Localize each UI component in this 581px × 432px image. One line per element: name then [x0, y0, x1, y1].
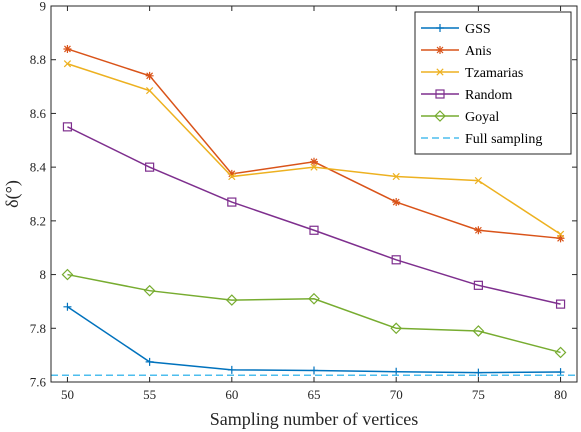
plot-area — [51, 44, 577, 377]
legend-entry: Tzamarias — [421, 66, 523, 81]
data-point — [556, 234, 565, 243]
y-tick-label: 8.6 — [30, 106, 47, 121]
x-tick-label: 60 — [225, 387, 238, 402]
x-tick-label: 65 — [308, 387, 321, 402]
series-random — [62, 122, 566, 309]
data-point — [227, 169, 236, 178]
data-point — [392, 367, 401, 376]
y-axis-label: δ(°) — [2, 180, 23, 208]
legend-marker — [434, 110, 446, 122]
y-tick-label: 7.6 — [30, 375, 47, 390]
data-point — [62, 122, 73, 132]
data-point — [390, 322, 403, 335]
legend: GSS Anis Tzamarias Random Goyal Full sampling — [414, 11, 572, 155]
data-point — [146, 86, 154, 95]
x-tick-label: 80 — [554, 387, 567, 402]
data-point — [474, 176, 482, 185]
legend-entry: Anis — [421, 44, 491, 59]
y-tick-label: 8 — [40, 267, 47, 282]
data-point — [473, 280, 483, 290]
data-point — [63, 44, 72, 53]
legend-entry: GSS — [421, 22, 491, 37]
legend-label: Random — [465, 88, 513, 103]
data-point — [63, 302, 72, 311]
data-point — [310, 163, 318, 171]
x-tick-label: 50 — [61, 387, 74, 402]
legend-label: Tzamarias — [465, 66, 523, 81]
legend-entry: Random — [421, 88, 513, 103]
data-point — [308, 292, 320, 305]
legend-entry: Full sampling — [421, 132, 542, 147]
y-tick-label: 9 — [40, 0, 47, 14]
legend-box — [414, 11, 572, 155]
data-point — [472, 325, 485, 337]
data-point — [555, 299, 566, 309]
y-tick-label: 8.2 — [30, 213, 46, 228]
y-tick-label: 7.8 — [30, 321, 46, 336]
legend-marker — [436, 24, 444, 32]
y-tick-label: 8.8 — [30, 52, 46, 67]
data-point — [63, 60, 72, 68]
legend-label: Anis — [465, 44, 491, 59]
x-tick-label: 55 — [143, 387, 156, 402]
series-line — [67, 126, 561, 305]
series-line — [67, 273, 561, 354]
data-point — [309, 225, 319, 235]
x-tick-label: 70 — [390, 387, 403, 402]
data-point — [225, 294, 238, 306]
legend-marker — [435, 89, 445, 99]
x-tick-label: 75 — [472, 387, 485, 402]
data-point — [228, 172, 236, 181]
data-point — [474, 368, 483, 377]
legend-label: GSS — [465, 22, 491, 37]
data-point — [145, 71, 154, 80]
data-point — [554, 346, 567, 359]
legend-label: Full sampling — [465, 132, 542, 147]
data-point — [143, 284, 156, 297]
legend-label: Goyal — [465, 110, 499, 125]
data-point — [145, 357, 154, 366]
data-point — [392, 198, 401, 207]
y-tick-label: 8.4 — [30, 160, 47, 175]
data-point — [227, 197, 237, 207]
legend-marker — [436, 68, 444, 76]
series-anis — [63, 44, 565, 243]
series-line — [67, 306, 561, 374]
x-axis-label: Sampling number of vertices — [210, 409, 418, 429]
data-point — [474, 226, 483, 235]
data-point — [227, 365, 236, 374]
axes: 50 55 60 65 70 75 80 7.6 7.8 8 8.2 8.4 8.6 8.8 9 — [30, 0, 578, 402]
data-point — [392, 172, 400, 181]
data-point — [556, 230, 565, 238]
data-point — [145, 162, 155, 172]
series-tzamarias — [63, 60, 565, 238]
data-point — [61, 268, 74, 281]
series-goyal — [61, 268, 567, 359]
data-point — [310, 366, 318, 375]
legend-marker — [436, 46, 444, 54]
series-gss — [63, 302, 565, 377]
data-point — [391, 255, 401, 265]
data-point — [310, 157, 318, 166]
legend-entry: Goyal — [421, 110, 499, 125]
